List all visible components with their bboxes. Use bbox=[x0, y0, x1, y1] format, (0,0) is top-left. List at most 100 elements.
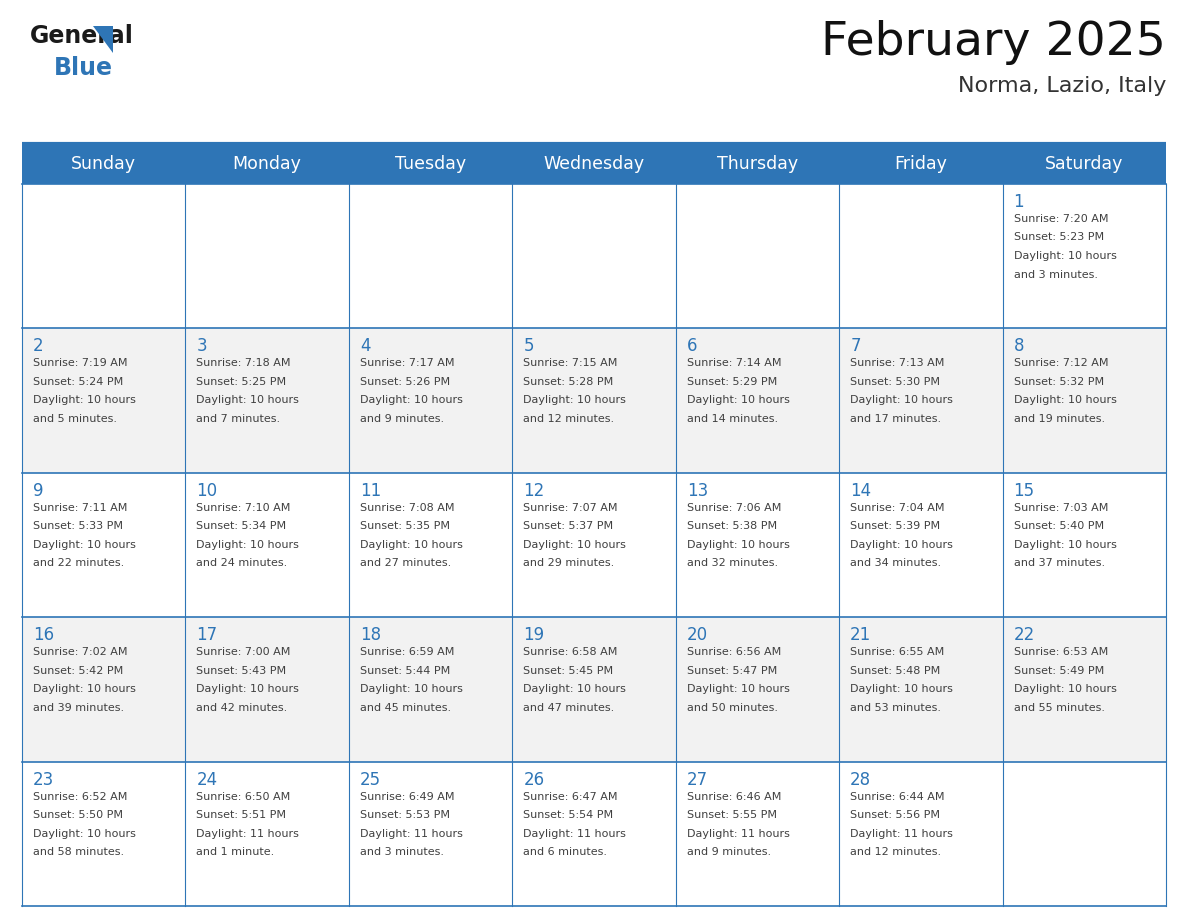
Text: Sunset: 5:54 PM: Sunset: 5:54 PM bbox=[523, 810, 613, 820]
Text: Daylight: 10 hours: Daylight: 10 hours bbox=[851, 540, 953, 550]
Text: Sunset: 5:33 PM: Sunset: 5:33 PM bbox=[33, 521, 124, 532]
Text: Daylight: 10 hours: Daylight: 10 hours bbox=[1013, 396, 1117, 406]
Text: Daylight: 10 hours: Daylight: 10 hours bbox=[1013, 251, 1117, 261]
Text: Sunrise: 6:59 AM: Sunrise: 6:59 AM bbox=[360, 647, 454, 657]
Text: Monday: Monday bbox=[233, 155, 302, 173]
Text: and 6 minutes.: and 6 minutes. bbox=[523, 847, 607, 857]
Text: and 37 minutes.: and 37 minutes. bbox=[1013, 558, 1105, 568]
Text: Daylight: 11 hours: Daylight: 11 hours bbox=[851, 829, 953, 839]
Text: and 29 minutes.: and 29 minutes. bbox=[523, 558, 614, 568]
Text: 12: 12 bbox=[523, 482, 544, 499]
Text: Sunrise: 6:55 AM: Sunrise: 6:55 AM bbox=[851, 647, 944, 657]
Text: 14: 14 bbox=[851, 482, 871, 499]
Text: General: General bbox=[30, 24, 134, 48]
Text: Sunset: 5:26 PM: Sunset: 5:26 PM bbox=[360, 377, 450, 386]
Text: Friday: Friday bbox=[895, 155, 947, 173]
Text: Sunset: 5:29 PM: Sunset: 5:29 PM bbox=[687, 377, 777, 386]
Text: Sunrise: 7:02 AM: Sunrise: 7:02 AM bbox=[33, 647, 127, 657]
Text: Tuesday: Tuesday bbox=[394, 155, 466, 173]
Text: Sunset: 5:37 PM: Sunset: 5:37 PM bbox=[523, 521, 613, 532]
Text: Daylight: 11 hours: Daylight: 11 hours bbox=[196, 829, 299, 839]
Text: Sunset: 5:43 PM: Sunset: 5:43 PM bbox=[196, 666, 286, 676]
Text: Daylight: 10 hours: Daylight: 10 hours bbox=[851, 684, 953, 694]
Text: Daylight: 10 hours: Daylight: 10 hours bbox=[360, 396, 463, 406]
Text: Daylight: 10 hours: Daylight: 10 hours bbox=[523, 396, 626, 406]
Text: Sunrise: 7:20 AM: Sunrise: 7:20 AM bbox=[1013, 214, 1108, 224]
Bar bbox=[23, 617, 1165, 762]
Text: and 22 minutes.: and 22 minutes. bbox=[33, 558, 125, 568]
Text: and 47 minutes.: and 47 minutes. bbox=[523, 702, 614, 712]
Text: Sunrise: 7:12 AM: Sunrise: 7:12 AM bbox=[1013, 358, 1108, 368]
Text: Sunset: 5:34 PM: Sunset: 5:34 PM bbox=[196, 521, 286, 532]
Polygon shape bbox=[94, 26, 114, 53]
Text: Daylight: 10 hours: Daylight: 10 hours bbox=[687, 396, 790, 406]
Text: Sunset: 5:45 PM: Sunset: 5:45 PM bbox=[523, 666, 613, 676]
Text: and 58 minutes.: and 58 minutes. bbox=[33, 847, 124, 857]
Text: Sunrise: 6:47 AM: Sunrise: 6:47 AM bbox=[523, 791, 618, 801]
Text: Daylight: 10 hours: Daylight: 10 hours bbox=[1013, 684, 1117, 694]
Text: 21: 21 bbox=[851, 626, 871, 644]
Text: Norma, Lazio, Italy: Norma, Lazio, Italy bbox=[958, 76, 1165, 96]
Text: and 34 minutes.: and 34 minutes. bbox=[851, 558, 941, 568]
Text: and 50 minutes.: and 50 minutes. bbox=[687, 702, 778, 712]
Text: Sunset: 5:40 PM: Sunset: 5:40 PM bbox=[1013, 521, 1104, 532]
Text: Sunset: 5:51 PM: Sunset: 5:51 PM bbox=[196, 810, 286, 820]
Text: Sunrise: 6:46 AM: Sunrise: 6:46 AM bbox=[687, 791, 781, 801]
Text: Daylight: 10 hours: Daylight: 10 hours bbox=[196, 540, 299, 550]
Text: and 27 minutes.: and 27 minutes. bbox=[360, 558, 451, 568]
Bar bbox=[23, 184, 1165, 329]
Bar bbox=[23, 329, 1165, 473]
Text: 26: 26 bbox=[523, 770, 544, 789]
Text: 16: 16 bbox=[33, 626, 55, 644]
Text: February 2025: February 2025 bbox=[821, 20, 1165, 65]
Text: Sunrise: 7:00 AM: Sunrise: 7:00 AM bbox=[196, 647, 291, 657]
Text: Sunrise: 6:53 AM: Sunrise: 6:53 AM bbox=[1013, 647, 1108, 657]
Text: 27: 27 bbox=[687, 770, 708, 789]
Text: and 32 minutes.: and 32 minutes. bbox=[687, 558, 778, 568]
Text: 23: 23 bbox=[33, 770, 55, 789]
Text: Daylight: 10 hours: Daylight: 10 hours bbox=[687, 684, 790, 694]
Text: and 45 minutes.: and 45 minutes. bbox=[360, 702, 451, 712]
Text: 28: 28 bbox=[851, 770, 871, 789]
Text: Sunrise: 7:13 AM: Sunrise: 7:13 AM bbox=[851, 358, 944, 368]
Text: 7: 7 bbox=[851, 338, 860, 355]
Text: Sunset: 5:55 PM: Sunset: 5:55 PM bbox=[687, 810, 777, 820]
Text: Sunset: 5:56 PM: Sunset: 5:56 PM bbox=[851, 810, 940, 820]
Bar bbox=[23, 473, 1165, 617]
Text: Daylight: 10 hours: Daylight: 10 hours bbox=[851, 396, 953, 406]
Text: 8: 8 bbox=[1013, 338, 1024, 355]
Text: Daylight: 10 hours: Daylight: 10 hours bbox=[33, 396, 135, 406]
Text: Sunset: 5:30 PM: Sunset: 5:30 PM bbox=[851, 377, 940, 386]
Text: Sunrise: 7:11 AM: Sunrise: 7:11 AM bbox=[33, 503, 127, 513]
Text: Sunrise: 6:44 AM: Sunrise: 6:44 AM bbox=[851, 791, 944, 801]
Text: Daylight: 11 hours: Daylight: 11 hours bbox=[360, 829, 463, 839]
Text: Daylight: 10 hours: Daylight: 10 hours bbox=[687, 540, 790, 550]
Text: 17: 17 bbox=[196, 626, 217, 644]
Text: Sunset: 5:50 PM: Sunset: 5:50 PM bbox=[33, 810, 124, 820]
Text: Sunrise: 7:10 AM: Sunrise: 7:10 AM bbox=[196, 503, 291, 513]
Text: Daylight: 11 hours: Daylight: 11 hours bbox=[523, 829, 626, 839]
Text: Sunset: 5:28 PM: Sunset: 5:28 PM bbox=[523, 377, 613, 386]
Text: Daylight: 11 hours: Daylight: 11 hours bbox=[687, 829, 790, 839]
Text: Sunrise: 7:06 AM: Sunrise: 7:06 AM bbox=[687, 503, 781, 513]
Text: 2: 2 bbox=[33, 338, 44, 355]
Text: Wednesday: Wednesday bbox=[543, 155, 645, 173]
Text: 15: 15 bbox=[1013, 482, 1035, 499]
Text: and 12 minutes.: and 12 minutes. bbox=[523, 414, 614, 424]
Text: 24: 24 bbox=[196, 770, 217, 789]
Text: 6: 6 bbox=[687, 338, 697, 355]
Text: Sunrise: 7:08 AM: Sunrise: 7:08 AM bbox=[360, 503, 454, 513]
Text: Sunrise: 7:04 AM: Sunrise: 7:04 AM bbox=[851, 503, 944, 513]
Text: 22: 22 bbox=[1013, 626, 1035, 644]
Text: Sunset: 5:48 PM: Sunset: 5:48 PM bbox=[851, 666, 941, 676]
Text: Sunset: 5:38 PM: Sunset: 5:38 PM bbox=[687, 521, 777, 532]
Text: 1: 1 bbox=[1013, 193, 1024, 211]
Text: Sunrise: 7:15 AM: Sunrise: 7:15 AM bbox=[523, 358, 618, 368]
Text: and 14 minutes.: and 14 minutes. bbox=[687, 414, 778, 424]
Text: 20: 20 bbox=[687, 626, 708, 644]
Text: and 9 minutes.: and 9 minutes. bbox=[360, 414, 444, 424]
Text: Blue: Blue bbox=[53, 56, 113, 80]
Text: Sunrise: 7:14 AM: Sunrise: 7:14 AM bbox=[687, 358, 782, 368]
Text: Daylight: 10 hours: Daylight: 10 hours bbox=[33, 540, 135, 550]
Text: Sunset: 5:24 PM: Sunset: 5:24 PM bbox=[33, 377, 124, 386]
